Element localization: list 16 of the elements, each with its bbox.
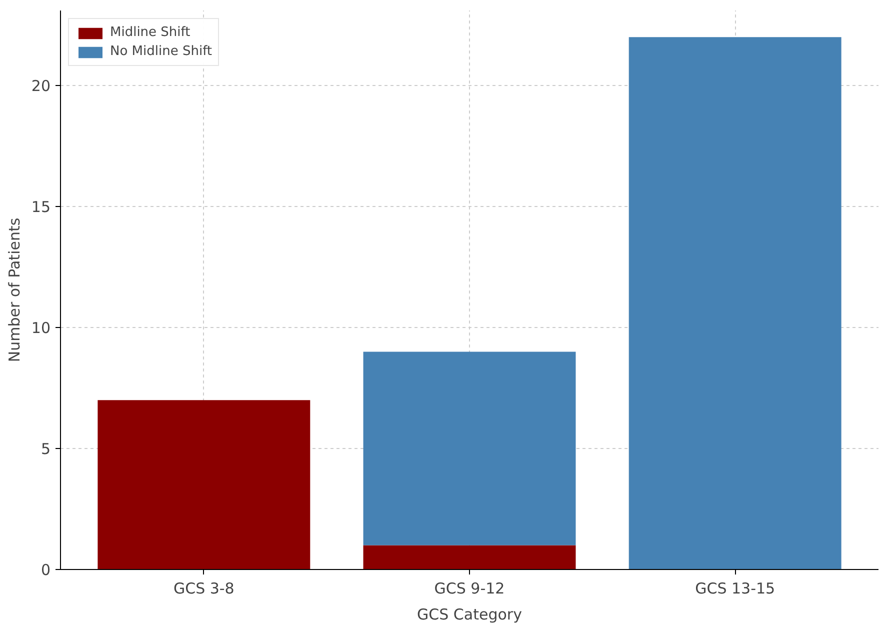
bar [363, 545, 576, 570]
bar [98, 400, 310, 570]
x-tick-label: GCS 13-15 [695, 580, 776, 598]
bar [363, 352, 576, 546]
y-axis-title: Number of Patients [5, 218, 24, 362]
legend-label: Midline Shift [110, 25, 190, 40]
x-tick-label: GCS 9-12 [434, 580, 505, 598]
y-tick-label: 5 [40, 440, 51, 458]
y-tick-label: 0 [40, 561, 51, 579]
x-tick-label: GCS 3-8 [173, 580, 234, 598]
x-axis-title: GCS Category [417, 606, 522, 624]
legend-label: No Midline Shift [110, 44, 212, 59]
bar [628, 37, 842, 570]
y-tick-label: 15 [31, 198, 51, 216]
y-tick-label: 20 [31, 77, 51, 96]
y-tick-label: 10 [31, 319, 51, 338]
